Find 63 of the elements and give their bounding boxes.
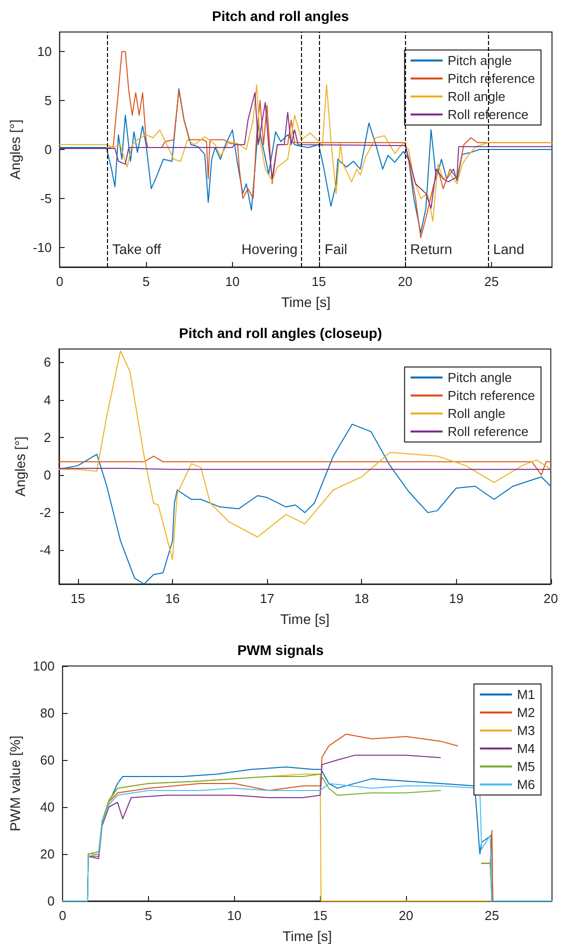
legend-label: Pitch angle	[448, 53, 512, 68]
y-tick-label: 0	[47, 894, 55, 908]
y-tick-label: 6	[44, 354, 51, 370]
x-tick-label: 20	[544, 591, 558, 606]
chart-title: Pitch and roll angles (closeup)	[178, 325, 382, 341]
y-tick-label: 2	[44, 430, 51, 445]
ref-line-label: Fail	[324, 241, 348, 257]
x-tick-label: 18	[354, 591, 369, 606]
legend-label: Pitch angle	[448, 370, 512, 385]
y-tick-label: 60	[40, 752, 55, 768]
x-tick-label: 20	[398, 274, 412, 289]
y-tick-label: 4	[44, 392, 51, 408]
x-tick-label: 10	[225, 274, 240, 289]
y-tick-label: 0	[44, 467, 51, 482]
x-tick-label: 20	[398, 908, 414, 923]
x-tick-label: 5	[144, 908, 152, 923]
x-tick-label: 15	[312, 274, 326, 289]
line-series	[58, 350, 552, 560]
x-tick-label: 10	[227, 908, 242, 923]
legend-label: M5	[516, 759, 536, 774]
y-axis-title: Angles [°]	[12, 436, 28, 497]
chart-title: PWM signals	[237, 642, 324, 658]
y-tick-label: 20	[40, 846, 55, 862]
x-axis-title: Time [s]	[282, 928, 332, 944]
y-tick-label: 0	[44, 142, 52, 157]
x-tick-label: 15	[312, 908, 328, 923]
y-tick-label: -4	[39, 542, 51, 558]
x-tick-label: 25	[484, 274, 499, 289]
y-tick-label: -5	[40, 190, 52, 206]
y-tick-label: 10	[37, 44, 52, 60]
legend-label: Roll reference	[448, 424, 529, 439]
ref-line-label: Land	[493, 241, 524, 257]
x-axis-title: Time [s]	[280, 611, 330, 627]
x-tick-label: 0	[58, 908, 66, 923]
y-tick-label: -10	[32, 240, 52, 255]
x-tick-label: 5	[142, 274, 150, 289]
y-axis-title: Angles [°]	[7, 119, 23, 180]
legend-label: Roll angle	[448, 406, 506, 421]
legend-label: M3	[516, 723, 536, 738]
x-tick-label: 16	[165, 591, 180, 606]
legend-label: M1	[516, 687, 536, 702]
chart-title: Pitch and roll angles	[212, 8, 350, 24]
ref-line-label: Return	[410, 241, 452, 257]
y-tick-label: 40	[40, 800, 55, 814]
y-axis-title: PWM value [%]	[7, 736, 23, 832]
ref-line-label: Take off	[112, 241, 162, 257]
x-tick-label: 25	[484, 908, 500, 923]
y-tick-label: 100	[32, 658, 55, 674]
legend-label: Roll angle	[448, 89, 506, 104]
legend-label: M2	[516, 705, 536, 720]
legend-label: Pitch reference	[448, 71, 536, 86]
y-tick-label: -2	[39, 505, 51, 520]
legend-label: Pitch reference	[448, 388, 536, 403]
legend-label: M4	[516, 741, 536, 756]
ref-line-label: Hovering	[241, 241, 298, 257]
x-tick-label: 17	[260, 591, 274, 606]
x-tick-label: 19	[448, 591, 464, 606]
y-tick-label: 80	[40, 706, 55, 720]
y-tick-label: 5	[44, 93, 52, 108]
x-tick-label: 15	[70, 591, 86, 606]
legend-label: M6	[516, 777, 536, 792]
legend-label: Roll reference	[448, 107, 529, 122]
x-axis-title: Time [s]	[281, 294, 330, 310]
